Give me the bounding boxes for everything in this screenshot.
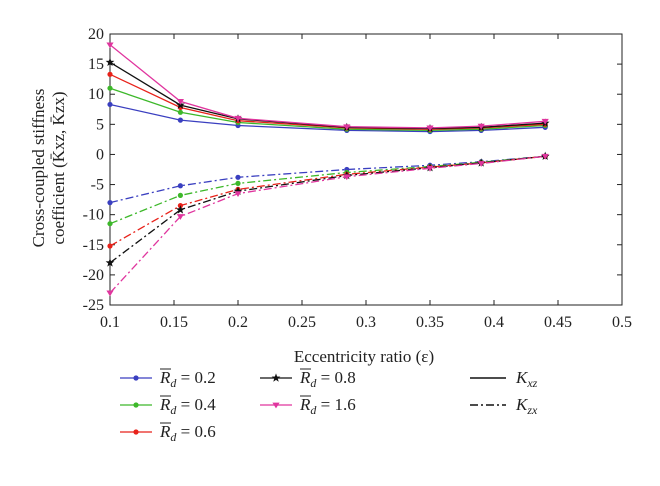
x-tick-label: 0.4 xyxy=(484,314,504,331)
series-group xyxy=(107,101,548,206)
data-point xyxy=(105,258,115,267)
legend-entry: Rd = 0.8 xyxy=(260,368,356,390)
data-point xyxy=(541,153,549,160)
data-point xyxy=(426,125,434,132)
x-tick-label: 0.25 xyxy=(288,314,316,331)
data-point xyxy=(177,192,183,198)
x-tick-label: 0.3 xyxy=(356,314,376,331)
legend-swatch-marker xyxy=(133,429,139,435)
data-point xyxy=(106,42,114,49)
legend-swatch-marker xyxy=(271,373,281,382)
data-point xyxy=(107,101,113,108)
y-tick-label: -5 xyxy=(91,177,104,194)
data-point xyxy=(541,118,549,125)
x-tick-label: 0.5 xyxy=(612,314,632,331)
data-point xyxy=(177,117,183,123)
data-point xyxy=(176,205,185,214)
legend-label: Rd = 0.6 xyxy=(159,422,216,444)
y-tick-label: 15 xyxy=(88,56,104,73)
y-axis-ticks: 20 15 10 5 0 -5 -10 -15 -20 -25 xyxy=(83,26,622,314)
y-axis-title-line1: Cross-coupled stiffness xyxy=(29,89,48,248)
legend-label: Kxz xyxy=(515,368,538,390)
data-point xyxy=(107,85,113,91)
x-axis-ticks: 0.1 0.15 0.2 0.25 0.3 0.35 0.4 0.45 0.5 xyxy=(100,34,632,331)
data-point xyxy=(477,161,485,167)
data-point xyxy=(233,186,243,195)
y-tick-label: -20 xyxy=(83,267,104,284)
legend-label: Rd = 0.2 xyxy=(159,368,216,390)
legend-entry: Rd = 0.6 xyxy=(120,422,216,444)
series-kzx-line xyxy=(109,155,546,264)
plot-frame xyxy=(109,33,623,306)
data-point xyxy=(176,99,184,105)
legend-entry: Rd = 0.2 xyxy=(120,368,216,390)
data-point xyxy=(477,123,485,130)
y-tick-label: 20 xyxy=(88,26,104,43)
legend-entry-kzx: Kzx xyxy=(470,395,538,417)
data-point xyxy=(106,290,114,297)
y-axis-title-line2: coefficient (K̄xz, K̄zx) xyxy=(49,91,68,244)
legend-entry: Rd = 0.4 xyxy=(120,395,216,417)
series-layer xyxy=(105,42,550,297)
data-point xyxy=(426,165,434,172)
legend-swatch-marker xyxy=(133,375,139,381)
data-point xyxy=(343,124,351,131)
y-tick-label: 10 xyxy=(88,86,104,103)
y-tick-label: -10 xyxy=(83,207,104,224)
data-point xyxy=(107,71,113,77)
data-point xyxy=(177,183,183,189)
data-point xyxy=(176,214,184,220)
x-axis-title: Eccentricity ratio (ε) xyxy=(294,347,434,366)
data-point xyxy=(234,115,242,122)
data-point xyxy=(177,109,183,115)
y-tick-label: 5 xyxy=(96,116,104,133)
legend-label: Kzx xyxy=(515,395,538,417)
y-tick-label: -15 xyxy=(83,237,104,254)
legend-swatch-marker xyxy=(133,402,139,408)
series-kzx-line xyxy=(109,155,546,247)
data-point xyxy=(107,200,113,206)
legend-entry-kxz: Kxz xyxy=(470,368,538,390)
data-point xyxy=(343,174,351,181)
data-point xyxy=(235,180,241,186)
y-tick-label: -25 xyxy=(83,297,104,314)
data-point xyxy=(107,221,113,227)
series-group xyxy=(107,85,548,227)
legend: Rd = 0.2 Rd = 0.4 Rd = 0.6 Rd = 0.8 Rd = 1.6… xyxy=(120,368,538,444)
data-point xyxy=(107,243,113,249)
data-point xyxy=(235,174,241,180)
data-point xyxy=(234,191,242,197)
legend-swatch-marker xyxy=(272,402,280,409)
legend-label: Rd = 0.8 xyxy=(299,368,356,390)
x-tick-label: 0.15 xyxy=(160,314,188,331)
legend-label: Rd = 0.4 xyxy=(159,395,216,417)
x-tick-label: 0.1 xyxy=(100,314,120,331)
series-kxz-line xyxy=(109,44,546,129)
legend-entry: Rd = 1.6 xyxy=(260,395,356,417)
series-group xyxy=(106,42,549,297)
plot-area xyxy=(109,33,623,306)
x-tick-label: 0.35 xyxy=(416,314,444,331)
x-tick-label: 0.2 xyxy=(228,314,248,331)
y-tick-label: 0 xyxy=(96,146,104,163)
data-point xyxy=(105,57,115,67)
x-tick-label: 0.45 xyxy=(544,314,572,331)
y-axis-title: Cross-coupled stiffness coefficient (K̄x… xyxy=(29,89,68,248)
legend-label: Rd = 1.6 xyxy=(299,395,356,417)
